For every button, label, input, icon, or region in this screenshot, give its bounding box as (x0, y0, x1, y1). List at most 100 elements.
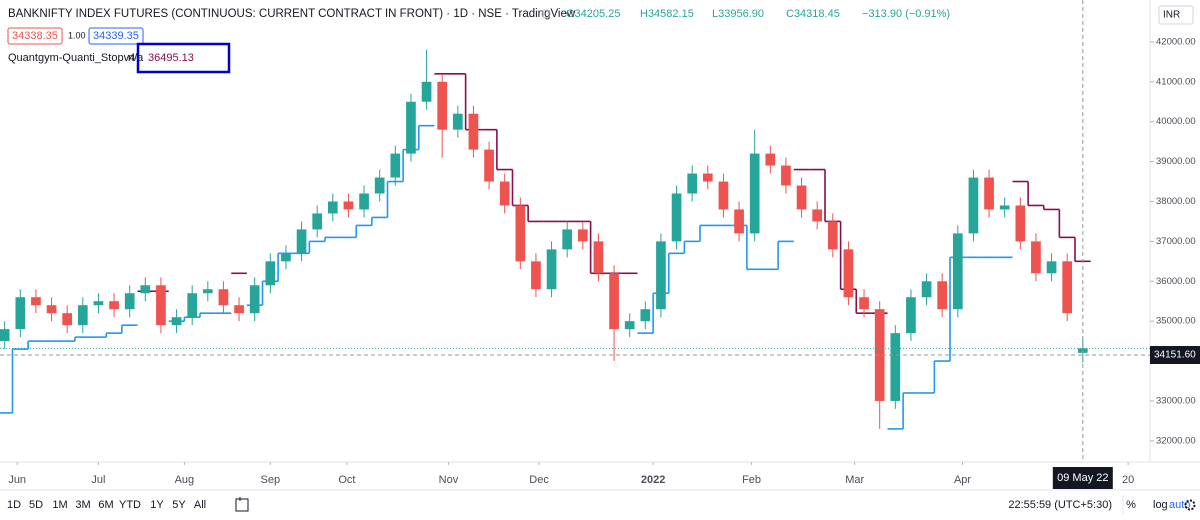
candle-body (124, 293, 135, 310)
candle-body (827, 221, 838, 250)
candle-body (577, 229, 588, 242)
candle-body (374, 177, 385, 194)
indicator-name: Quantgym-Quanti_Stopv4 (8, 52, 135, 64)
x-tick-label: Dec (529, 474, 549, 486)
candle-body (187, 293, 198, 318)
candle-body (859, 297, 869, 310)
candle-body (687, 173, 698, 194)
candle-body (62, 313, 73, 326)
candle-body (281, 253, 291, 262)
candle-body (562, 229, 573, 250)
candle-body (468, 113, 479, 150)
x-tick-label: Nov (439, 474, 459, 486)
scale-option[interactable]: auto (1169, 499, 1190, 511)
x-tick-label: Jun (8, 474, 26, 486)
candle-body (1031, 241, 1041, 274)
settings-icon[interactable] (1184, 499, 1196, 511)
currency-button[interactable] (1158, 5, 1194, 25)
candle-body (656, 241, 666, 310)
y-tick-label: 37000.00 (1156, 236, 1196, 247)
crosshair-date-box (1052, 467, 1113, 489)
range-button[interactable]: 3M (75, 499, 90, 511)
sell-box[interactable] (7, 27, 63, 45)
range-button[interactable]: 5D (29, 499, 43, 511)
ohlc-close: C34318.45 (786, 8, 840, 20)
scale-option[interactable]: % (1126, 499, 1136, 511)
y-tick-label: 40000.00 (1156, 116, 1196, 127)
indicator-status: n/a (128, 52, 144, 64)
y-tick-label: 41000.00 (1156, 76, 1196, 87)
chart-title: BANKNIFTY INDEX FUTURES (CONTINUOUS: CUR… (8, 8, 576, 20)
candle-body (718, 181, 729, 210)
ohlc-low: L33956.90 (712, 8, 764, 20)
y-tick-label: 33000.00 (1156, 395, 1196, 406)
indicator-value: 36495.13 (148, 52, 194, 64)
candle-body (249, 285, 260, 314)
candle-body (484, 149, 494, 182)
x-tick-label: Oct (338, 474, 355, 486)
candle-body (421, 81, 432, 102)
currency-label[interactable]: INR (1163, 10, 1180, 21)
candle-body (390, 153, 401, 178)
candle-body (609, 273, 619, 330)
x-tick-label: Aug (175, 474, 195, 486)
candle-body (1062, 261, 1073, 314)
candle-body (202, 289, 213, 294)
candle-body (843, 249, 854, 298)
candle-body (531, 261, 541, 290)
candle-body (265, 261, 276, 286)
candle-body (968, 177, 979, 234)
candle-body (734, 209, 744, 234)
x-tick-label: 2022 (641, 474, 665, 486)
candle-body (31, 297, 41, 306)
candle-body (234, 305, 244, 314)
crosshair-date-label: 09 May 22 (1057, 472, 1108, 484)
buy-price[interactable]: 34339.35 (93, 30, 139, 42)
candle-body (499, 181, 510, 206)
candle-body (140, 285, 151, 294)
candle-body (1015, 205, 1026, 242)
candle-body (921, 281, 932, 298)
range-button[interactable]: 6M (98, 499, 113, 511)
candle-body (296, 229, 307, 254)
candle-body (171, 317, 182, 326)
range-button[interactable]: 1D (7, 499, 21, 511)
clock: 22:55:59 (UTC+5:30) (1008, 499, 1112, 511)
candle-body (671, 193, 682, 242)
scale-option[interactable]: log (1153, 499, 1168, 511)
candle-body (93, 301, 104, 306)
range-button[interactable]: YTD (119, 499, 141, 511)
date-range-icon[interactable] (235, 498, 249, 512)
range-button[interactable]: 1M (52, 499, 67, 511)
candle-body (874, 309, 885, 401)
range-button[interactable]: All (194, 499, 206, 511)
candle-body (765, 153, 776, 166)
candle-body (937, 281, 948, 310)
y-tick-label: 35000.00 (1156, 316, 1196, 327)
candle-body (359, 193, 369, 210)
x-tick-label: Mar (845, 474, 864, 486)
y-tick-label: 32000.00 (1156, 435, 1196, 446)
candle-body (218, 289, 229, 306)
spread: 1.00 (68, 30, 86, 40)
range-button[interactable]: 1Y (150, 499, 164, 511)
buy-box[interactable] (88, 27, 144, 45)
candle-body (437, 81, 448, 130)
candle-body (327, 201, 338, 214)
candle-body (452, 113, 463, 130)
range-button[interactable]: 5Y (172, 499, 186, 511)
x-tick-label: Jul (91, 474, 105, 486)
toolbar: 1D 5D 1M 3M 6M YTD 1Y 5Y All% log auto (7, 499, 1190, 511)
candle-body (952, 233, 963, 310)
ohlc-open: O34205.25 (566, 8, 620, 20)
ohlc-change: −313.90 (−0.91%) (862, 8, 950, 20)
candle-body (640, 309, 651, 322)
sell-price[interactable]: 34338.35 (12, 30, 58, 42)
candle-body (77, 305, 88, 326)
candle-body (624, 321, 635, 330)
highlight-box (136, 42, 231, 74)
x-tick-label: Sep (261, 474, 281, 486)
candle-body (406, 101, 416, 154)
candle-body (46, 305, 57, 314)
